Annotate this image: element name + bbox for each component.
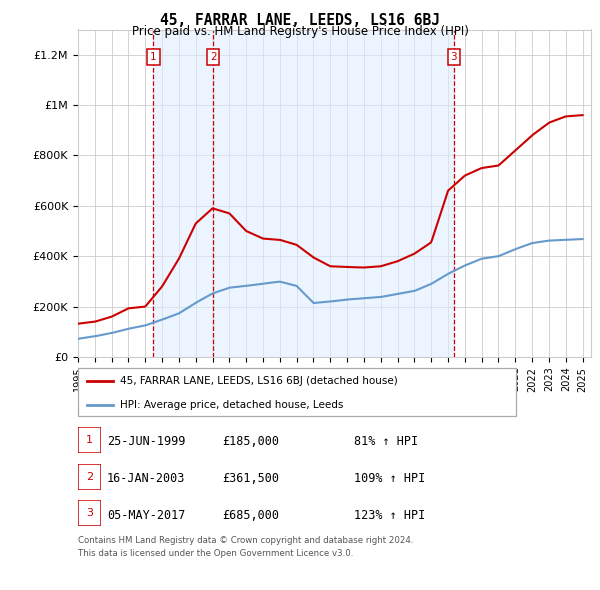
Text: 1: 1 xyxy=(150,53,157,63)
Text: This data is licensed under the Open Government Licence v3.0.: This data is licensed under the Open Gov… xyxy=(78,549,353,558)
FancyBboxPatch shape xyxy=(78,368,516,416)
Text: £685,000: £685,000 xyxy=(222,509,279,522)
Text: 3: 3 xyxy=(86,509,93,518)
Text: 16-JAN-2003: 16-JAN-2003 xyxy=(107,472,185,485)
Bar xyxy=(154,30,213,357)
FancyBboxPatch shape xyxy=(78,427,101,453)
FancyBboxPatch shape xyxy=(78,464,101,490)
Text: 25-JUN-1999: 25-JUN-1999 xyxy=(107,435,185,448)
Text: 81% ↑ HPI: 81% ↑ HPI xyxy=(354,435,418,448)
Text: 109% ↑ HPI: 109% ↑ HPI xyxy=(354,472,425,485)
Text: 45, FARRAR LANE, LEEDS, LS16 6BJ (detached house): 45, FARRAR LANE, LEEDS, LS16 6BJ (detach… xyxy=(119,376,397,386)
FancyBboxPatch shape xyxy=(78,500,101,526)
Text: 2: 2 xyxy=(210,53,217,63)
Text: Contains HM Land Registry data © Crown copyright and database right 2024.: Contains HM Land Registry data © Crown c… xyxy=(78,536,413,545)
Text: 05-MAY-2017: 05-MAY-2017 xyxy=(107,509,185,522)
Text: 1: 1 xyxy=(86,435,93,445)
Bar xyxy=(213,30,454,357)
Text: £361,500: £361,500 xyxy=(222,472,279,485)
Text: 2: 2 xyxy=(86,472,93,481)
Text: 123% ↑ HPI: 123% ↑ HPI xyxy=(354,509,425,522)
Text: HPI: Average price, detached house, Leeds: HPI: Average price, detached house, Leed… xyxy=(119,400,343,410)
Text: 3: 3 xyxy=(451,53,457,63)
Text: Price paid vs. HM Land Registry's House Price Index (HPI): Price paid vs. HM Land Registry's House … xyxy=(131,25,469,38)
Text: £185,000: £185,000 xyxy=(222,435,279,448)
Text: 45, FARRAR LANE, LEEDS, LS16 6BJ: 45, FARRAR LANE, LEEDS, LS16 6BJ xyxy=(160,13,440,28)
